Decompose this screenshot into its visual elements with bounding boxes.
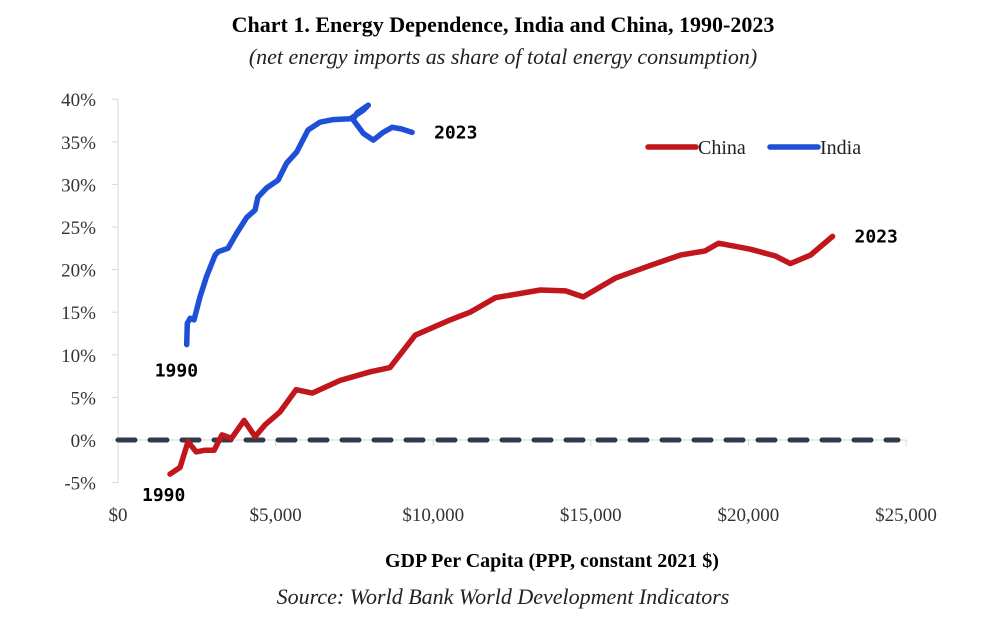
y-tick-label: 25% bbox=[61, 218, 96, 239]
x-tick-label: $15,000 bbox=[560, 505, 622, 526]
x-tick-label: $25,000 bbox=[875, 505, 937, 526]
chart-title: Chart 1. Energy Dependence, India and Ch… bbox=[231, 12, 775, 37]
y-tick-label: 40% bbox=[61, 90, 96, 111]
x-axis-label: GDP Per Capita (PPP, constant 2021 $) bbox=[385, 550, 719, 572]
china-start-label: 1990 bbox=[142, 485, 185, 506]
y-tick-label: 20% bbox=[61, 261, 96, 282]
chart-subtitle: (net energy imports as share of total en… bbox=[248, 44, 758, 69]
legend-label-china: China bbox=[698, 137, 746, 159]
y-tick-label: 15% bbox=[61, 303, 96, 324]
india-end-label: 2023 bbox=[434, 122, 477, 143]
y-tick-label: 35% bbox=[61, 133, 96, 154]
y-tick-label: 10% bbox=[61, 346, 96, 367]
china-series-line bbox=[167, 233, 836, 477]
x-tick-label: $0 bbox=[109, 505, 128, 526]
china-end-label: 2023 bbox=[855, 226, 898, 247]
legend-label-india: India bbox=[820, 137, 861, 159]
y-tick-label: -5% bbox=[64, 474, 96, 495]
y-tick-label: 30% bbox=[61, 175, 96, 196]
india-start-label: 1990 bbox=[155, 361, 198, 382]
x-tick-label: $5,000 bbox=[249, 505, 301, 526]
y-tick-label: 5% bbox=[71, 388, 97, 409]
y-tick-label: 0% bbox=[71, 431, 97, 452]
india-series-line bbox=[183, 102, 415, 348]
x-tick-label: $20,000 bbox=[718, 505, 780, 526]
x-tick-label: $10,000 bbox=[402, 505, 464, 526]
source-note: Source: World Bank World Development Ind… bbox=[276, 584, 730, 609]
